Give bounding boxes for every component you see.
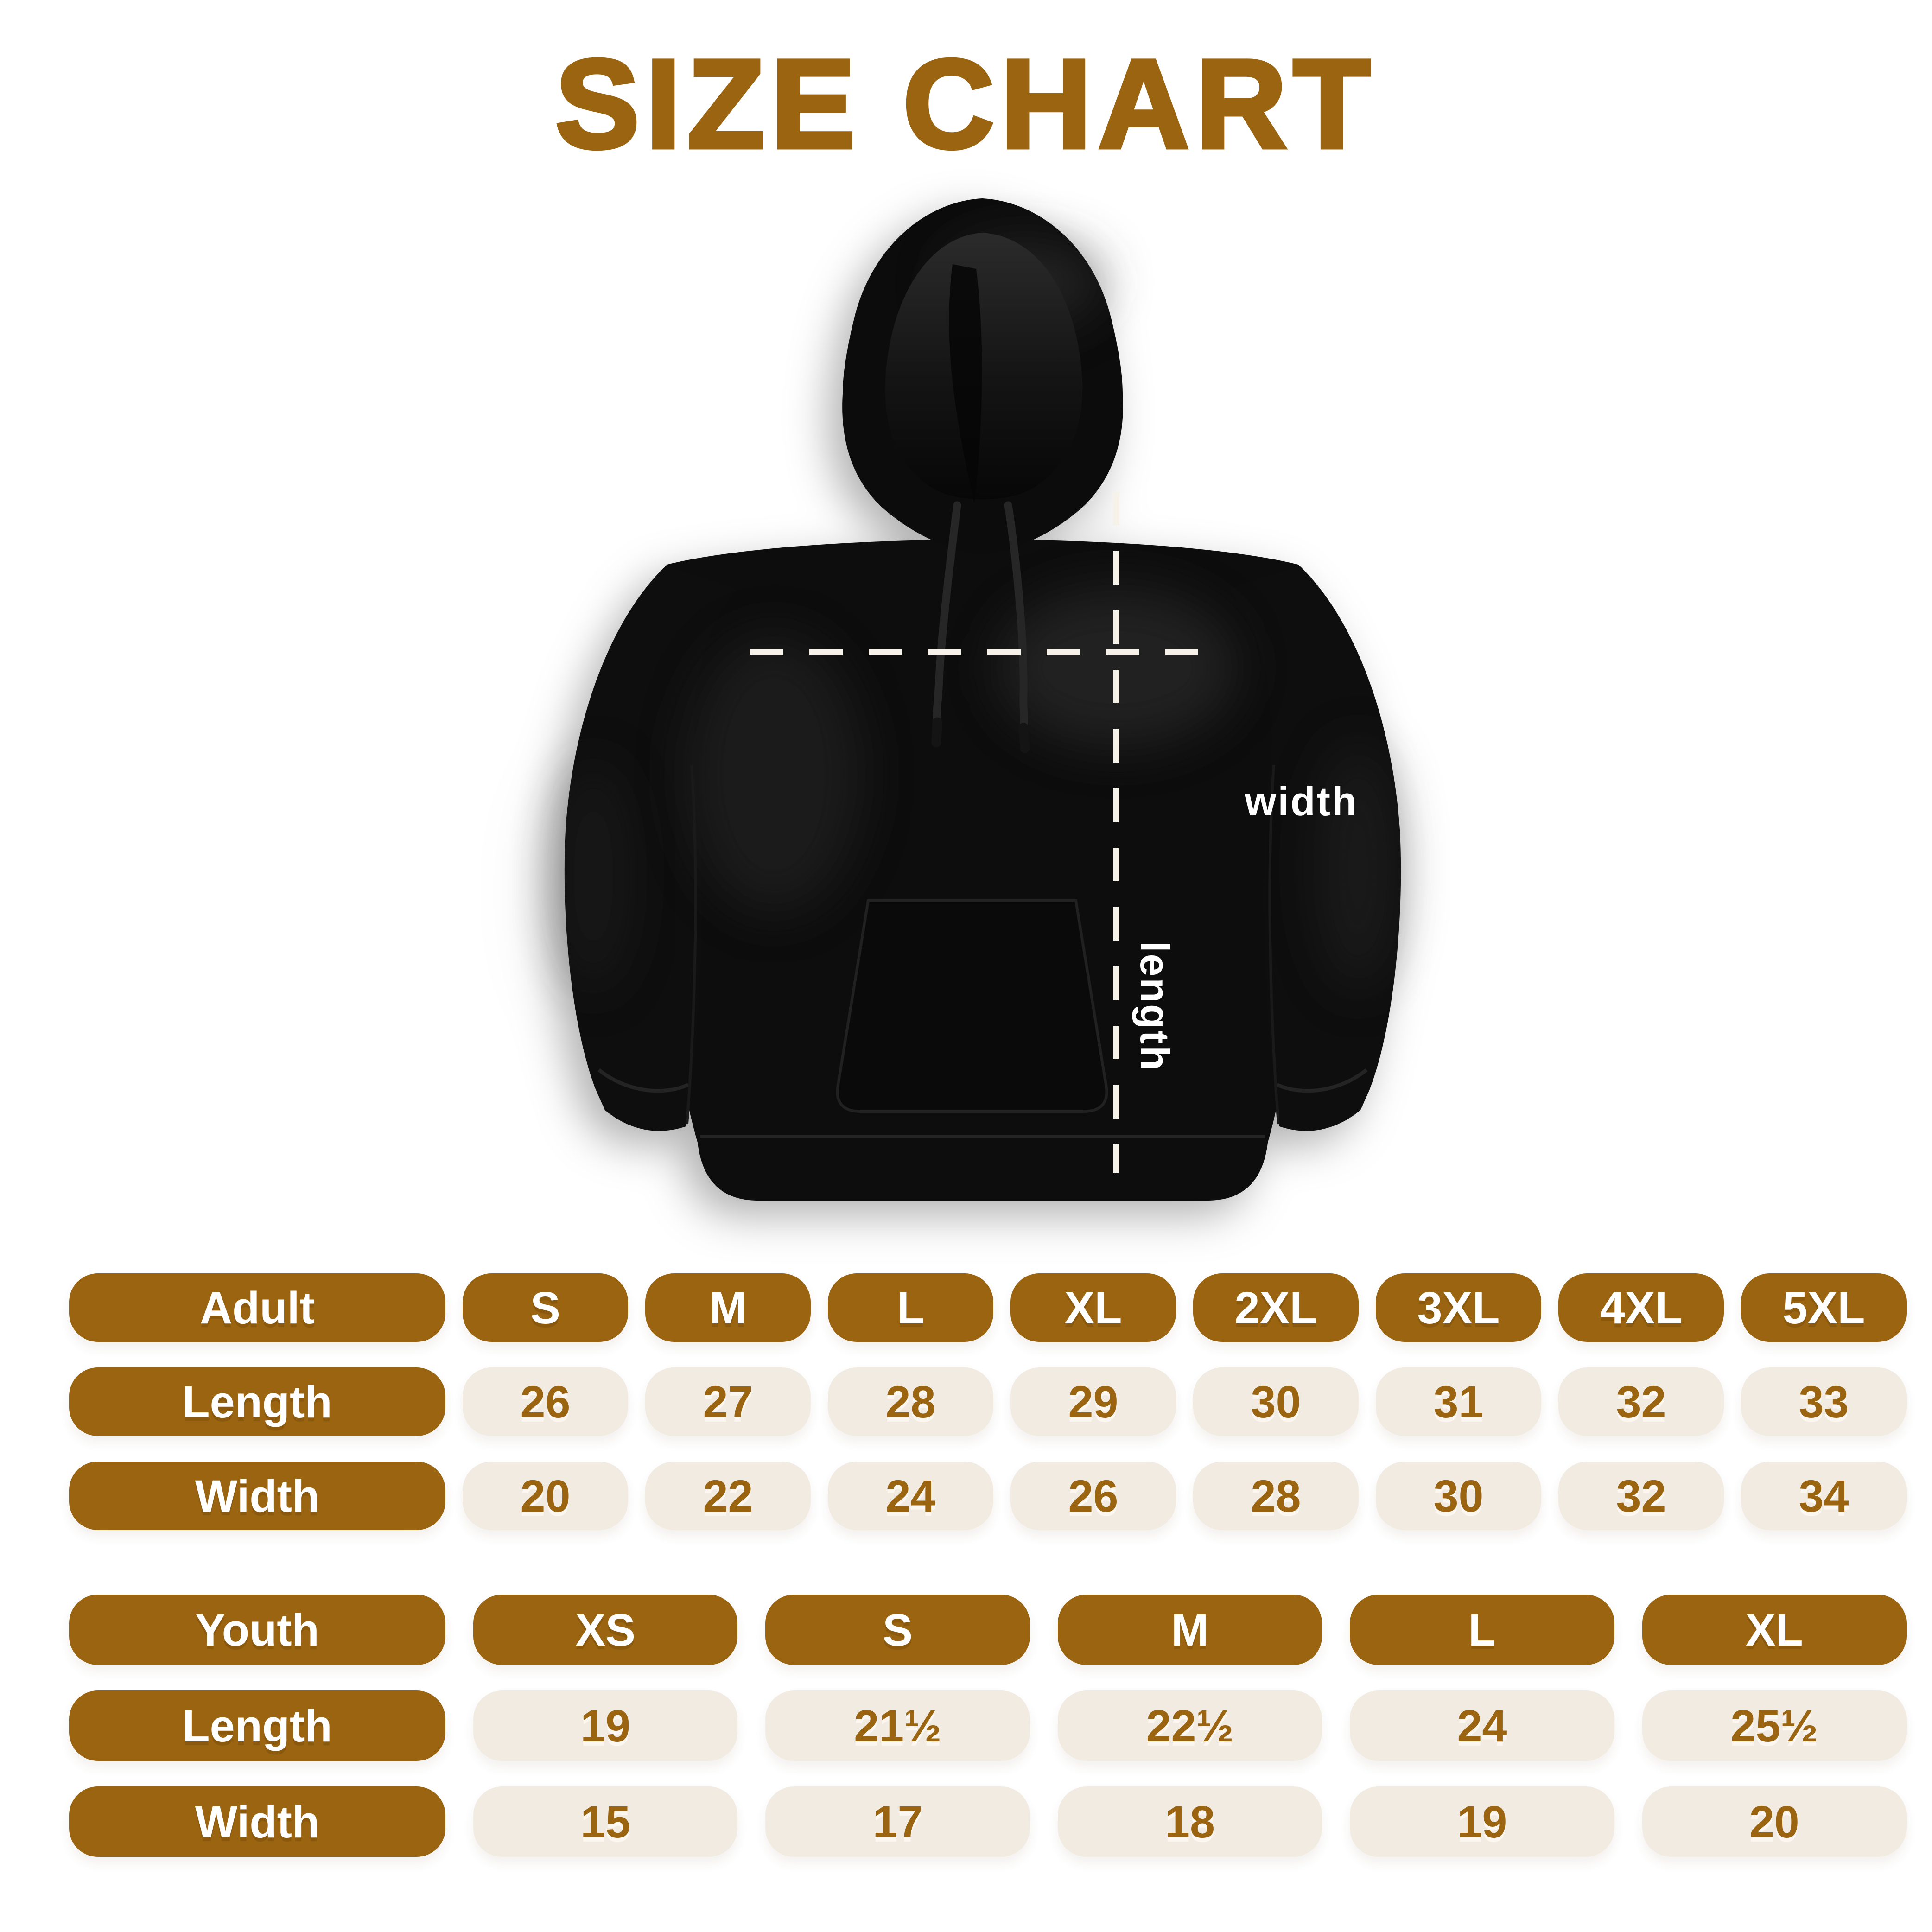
adult-size-header: 4XL (1558, 1273, 1724, 1342)
adult-length-value: 29 (1010, 1367, 1176, 1436)
adult-width-value: 26 (1010, 1462, 1176, 1530)
hoodie-pocket (836, 899, 1108, 1113)
adult-size-header: XL (1010, 1273, 1176, 1342)
page-title: SIZE CHART (553, 33, 1377, 174)
youth-width-value: 19 (1350, 1786, 1614, 1857)
adult-width-value: 34 (1741, 1462, 1907, 1530)
hoodie-graphic (556, 198, 1401, 1201)
youth-length-value: 22½ (1057, 1690, 1322, 1761)
youth-size-table: Youth XS S M L XL Length 19 21½ 22½ 24 2… (69, 1595, 1907, 1857)
adult-width-value: 28 (1193, 1462, 1359, 1530)
hood-interior (885, 233, 1083, 500)
youth-table-title: Youth (69, 1595, 445, 1665)
adult-size-header: 5XL (1741, 1273, 1907, 1342)
adult-length-value: 32 (1558, 1367, 1724, 1436)
adult-length-row-label: Length (69, 1367, 445, 1436)
adult-table-title: Adult (69, 1273, 445, 1342)
adult-width-value: 24 (828, 1462, 993, 1530)
youth-width-value: 15 (473, 1786, 738, 1857)
youth-size-header: XS (473, 1595, 738, 1665)
adult-size-header: L (828, 1273, 993, 1342)
adult-size-header: 2XL (1193, 1273, 1359, 1342)
adult-width-value: 22 (645, 1462, 811, 1530)
adult-width-value: 32 (1558, 1462, 1724, 1530)
adult-length-value: 28 (828, 1367, 993, 1436)
drawstring-right (1004, 501, 1028, 732)
adult-width-value: 30 (1376, 1462, 1541, 1530)
adult-size-header: S (463, 1273, 628, 1342)
length-measure-label: length (1132, 941, 1178, 1072)
youth-size-header: XL (1642, 1595, 1907, 1665)
adult-size-header: 3XL (1376, 1273, 1541, 1342)
youth-width-value: 17 (765, 1786, 1030, 1857)
adult-length-value: 27 (645, 1367, 811, 1436)
youth-width-value: 20 (1642, 1786, 1907, 1857)
youth-length-value: 19 (473, 1690, 738, 1761)
adult-length-value: 33 (1741, 1367, 1907, 1436)
adult-size-header: M (645, 1273, 811, 1342)
youth-size-header: M (1057, 1595, 1322, 1665)
adult-width-value: 20 (463, 1462, 628, 1530)
youth-size-header: S (765, 1595, 1030, 1665)
adult-size-table: Adult S M L XL 2XL 3XL 4XL 5XL Length 26… (69, 1273, 1907, 1530)
youth-length-row-label: Length (69, 1690, 445, 1761)
youth-length-value: 25½ (1642, 1690, 1907, 1761)
youth-width-value: 18 (1057, 1786, 1322, 1857)
hoodie-figure: width (477, 181, 1451, 1247)
youth-width-row-label: Width (69, 1786, 445, 1857)
adult-width-row-label: Width (69, 1462, 445, 1530)
adult-length-value: 26 (463, 1367, 628, 1436)
youth-size-header: L (1350, 1595, 1614, 1665)
adult-length-value: 30 (1193, 1367, 1359, 1436)
width-measure-label: width (1245, 778, 1358, 824)
youth-length-value: 21½ (765, 1690, 1030, 1761)
youth-length-value: 24 (1350, 1690, 1614, 1761)
adult-length-value: 31 (1376, 1367, 1541, 1436)
